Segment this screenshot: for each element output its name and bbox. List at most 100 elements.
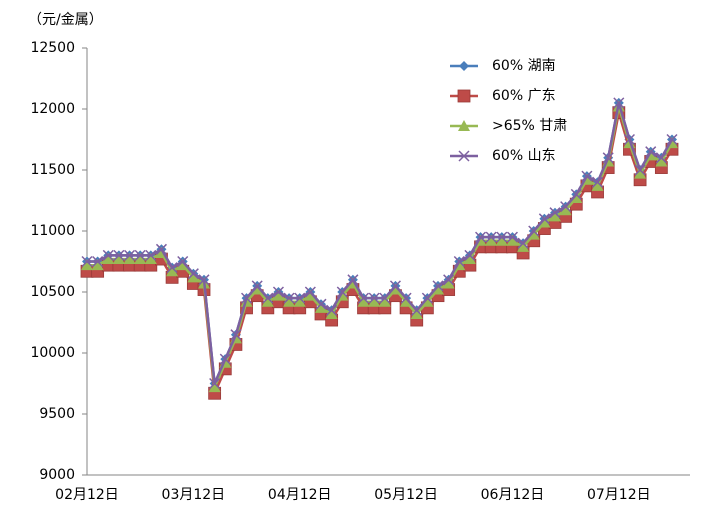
x-tick-label: 05月12日 [374,487,438,503]
marker [581,170,593,182]
marker [485,234,498,246]
marker [294,292,306,304]
legend-label: 60% 山东 [492,148,556,164]
marker [570,192,583,204]
marker [666,133,678,146]
marker [92,255,104,268]
marker [495,234,508,246]
marker [459,61,469,71]
marker [517,240,530,252]
series-line [87,101,674,385]
marker [241,292,253,304]
marker [209,377,221,390]
marker [655,152,667,164]
marker [411,304,423,316]
marker [549,207,561,219]
marker [166,262,178,274]
marker [591,179,604,191]
marker [634,164,646,176]
marker [506,234,519,246]
y-tick-label: 9500 [39,406,75,422]
marker [112,253,125,265]
y-tick-label: 12000 [30,101,75,117]
marker [230,329,242,341]
marker [124,249,136,261]
x-tick-label: 06月12日 [481,487,545,503]
marker [368,295,381,307]
series-line [87,111,674,395]
marker [389,280,401,292]
marker [421,292,433,304]
marker [453,255,465,268]
y-tick-label: 9000 [39,467,75,483]
marker [326,304,338,316]
marker [113,249,125,261]
marker [81,259,93,271]
marker [81,255,93,268]
marker [655,155,668,167]
marker [432,283,444,295]
marker [145,249,157,261]
marker [187,271,200,283]
marker [400,295,413,307]
marker [134,249,146,261]
marker [187,268,199,280]
marker [251,280,263,292]
marker [262,292,274,304]
marker [464,249,476,261]
marker [304,286,316,298]
marker [219,353,231,365]
marker [634,167,647,179]
marker [389,283,402,295]
marker [485,231,497,243]
marker [155,243,167,255]
marker [102,249,114,261]
series-line [87,101,674,385]
marker [261,295,274,307]
marker [325,307,338,319]
y-tick-label: 10000 [30,345,75,361]
marker [368,292,380,304]
y-tick-label: 10500 [30,284,75,300]
legend-label: 60% 湖南 [492,58,556,74]
legend-label: >65% 甘肃 [492,118,567,134]
marker [304,289,317,301]
marker [357,295,370,307]
marker [623,133,635,146]
marker [177,255,189,268]
marker [506,231,518,243]
series-line [87,105,674,389]
marker [517,237,529,249]
marker [198,274,210,286]
marker [144,253,157,265]
x-tick-label: 07月12日 [587,487,651,503]
marker [602,152,614,164]
marker [283,292,295,304]
x-tick-label: 04月12日 [268,487,332,503]
marker [123,253,136,265]
marker [538,213,550,225]
marker [432,280,444,292]
marker [134,253,147,265]
y-axis-label: （元/金属） [28,12,103,28]
y-tick-label: 11000 [30,223,75,239]
marker [613,97,625,109]
marker [176,259,189,271]
marker [527,228,540,240]
marker [442,277,455,289]
marker [251,283,264,295]
marker [645,146,657,158]
marker [283,295,296,307]
marker [378,295,391,307]
legend-label: 60% 广东 [492,88,556,104]
x-tick-label: 03月12日 [162,487,226,503]
marker [421,295,434,307]
marker [336,286,348,298]
marker [549,210,561,222]
marker [560,201,572,213]
marker [400,292,412,304]
marker [458,150,470,162]
marker [475,231,487,243]
marker [293,295,306,307]
